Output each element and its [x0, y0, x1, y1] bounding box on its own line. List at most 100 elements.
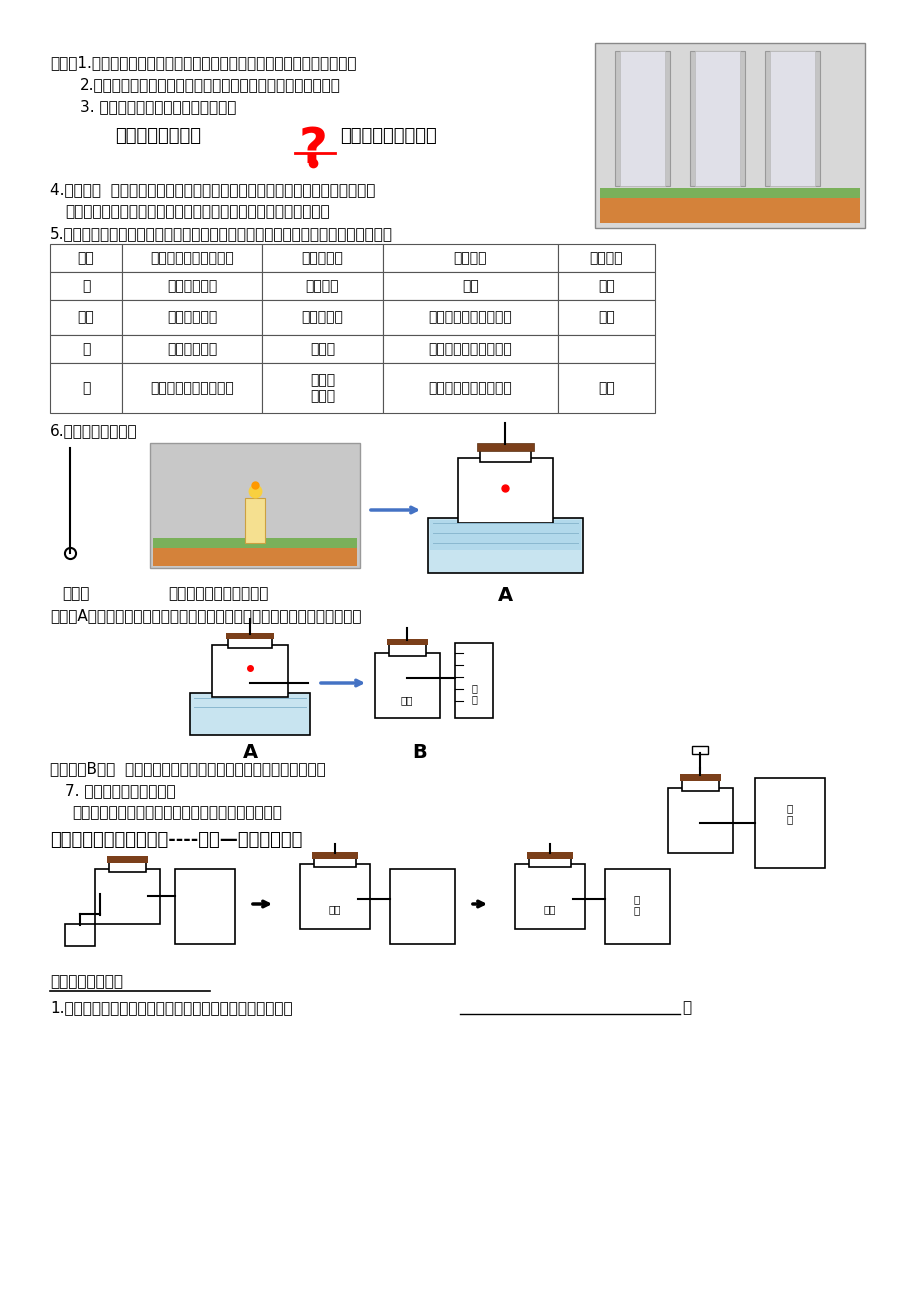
Bar: [50, 335, 122, 363]
Text: 3. 在氧气被耗尽和密封性好的情况下: 3. 在氧气被耗尽和密封性好的情况下: [80, 99, 236, 115]
Bar: [122, 243, 262, 272]
Bar: [122, 335, 262, 363]
Text: 利用水来反映消耗了氧气: 利用水来反映消耗了氧气: [168, 586, 268, 602]
Text: 5.问：若要定量测量空气中氧气的含量你会选哪一种来代替蜡烛？请说说你的理由。: 5.问：若要定量测量空气中氧气的含量你会选哪一种来代替蜡烛？请说说你的理由。: [50, 227, 392, 241]
Bar: [153, 548, 357, 566]
Bar: [382, 363, 558, 413]
Bar: [262, 243, 382, 272]
Bar: [228, 637, 272, 648]
Text: 能与氧气、氮气等反应: 能与氧气、氮气等反应: [150, 381, 233, 395]
Bar: [50, 243, 122, 272]
Text: 二、学生实验步骤：点燃----塞紧—适时打开水夹: 二、学生实验步骤：点燃----塞紧—适时打开水夹: [50, 831, 302, 849]
Bar: [382, 299, 558, 335]
Bar: [50, 299, 122, 335]
Bar: [300, 865, 369, 930]
Text: 镁: 镁: [82, 381, 90, 395]
Text: 用如图A实验装置来定量测定空气氧气的含量，你觉得可行吗？请说明理由。: 用如图A实验装置来定量测定空气氧气的含量，你觉得可行吗？请说明理由。: [50, 608, 361, 622]
Text: 固体（几乎不占体积）: 固体（几乎不占体积）: [428, 342, 512, 355]
Bar: [313, 855, 356, 867]
Bar: [427, 518, 583, 573]
Bar: [390, 868, 455, 944]
Text: 。: 。: [681, 1000, 690, 1016]
Text: 在空气中反应（燃烧）: 在空气中反应（燃烧）: [150, 251, 233, 266]
Bar: [262, 363, 382, 413]
Bar: [756, 780, 823, 820]
Bar: [375, 654, 439, 717]
Bar: [107, 855, 148, 863]
Bar: [262, 335, 382, 363]
Bar: [515, 865, 584, 930]
Text: 红
磷: 红 磷: [633, 894, 640, 915]
Text: 压入瓶中水的体积: 压入瓶中水的体积: [115, 128, 200, 145]
Bar: [122, 363, 262, 413]
Bar: [175, 868, 234, 944]
Text: 7. 止水夹的作用是什么？: 7. 止水夹的作用是什么？: [65, 783, 176, 798]
Bar: [244, 497, 265, 543]
Bar: [558, 335, 654, 363]
Text: 固体（几乎不占体积）: 固体（几乎不占体积）: [428, 310, 512, 324]
Bar: [153, 538, 357, 556]
Bar: [211, 644, 288, 697]
Text: 较快: 较快: [597, 310, 614, 324]
Text: 燃烧匙: 燃烧匙: [62, 586, 89, 602]
Bar: [389, 643, 425, 656]
Text: 燃烧的产物: 燃烧的产物: [301, 251, 343, 266]
Bar: [312, 852, 357, 859]
Text: 6.实验装置的改进：: 6.实验装置的改进：: [50, 423, 138, 437]
Bar: [382, 335, 558, 363]
Text: A: A: [243, 743, 257, 762]
Text: 红磷: 红磷: [328, 904, 341, 914]
Bar: [226, 633, 274, 639]
Bar: [50, 363, 122, 413]
Bar: [262, 272, 382, 299]
Bar: [65, 924, 95, 947]
Bar: [599, 187, 859, 208]
Text: 4.能否利用  蜡烛在瓶中燃烧实验来定量测定空气中氧气的含量？请说明理由。: 4.能否利用 蜡烛在瓶中燃烧实验来定量测定空气中氧气的含量？请说明理由。: [50, 182, 375, 197]
Bar: [694, 51, 739, 186]
Bar: [691, 746, 708, 754]
Bar: [558, 243, 654, 272]
Text: 较快: 较快: [597, 279, 614, 293]
Text: 物质: 物质: [77, 251, 95, 266]
Text: 蜡烛燃烧会产生二氧化碳气体，无法准确测量空气中氧气的体积。: 蜡烛燃烧会产生二氧化碳气体，无法准确测量空气中氧气的体积。: [65, 204, 329, 219]
Bar: [558, 272, 654, 299]
Bar: [681, 779, 719, 792]
Text: 五氧化二磷: 五氧化二磷: [301, 310, 343, 324]
Text: 只与氧气反应: 只与氧气反应: [166, 342, 217, 355]
Bar: [605, 868, 669, 944]
Text: A: A: [497, 586, 512, 605]
Text: 红
水: 红 水: [471, 684, 476, 704]
Text: 学生观察和记录：: 学生观察和记录：: [50, 974, 123, 990]
Bar: [455, 643, 493, 717]
Text: 红
磷: 红 磷: [786, 803, 792, 824]
Text: 红磷: 红磷: [77, 310, 95, 324]
Text: 产物状态: 产物状态: [453, 251, 487, 266]
Bar: [122, 272, 262, 299]
Text: B: B: [413, 743, 427, 762]
Bar: [689, 51, 744, 186]
Text: 反应时间: 反应时间: [589, 251, 622, 266]
Bar: [382, 243, 558, 272]
Text: 红磷: 红磷: [543, 904, 556, 914]
Bar: [558, 363, 654, 413]
Bar: [387, 639, 427, 644]
Bar: [176, 871, 233, 901]
Bar: [95, 868, 160, 924]
Bar: [429, 519, 581, 549]
Bar: [458, 458, 552, 523]
Text: ?: ?: [298, 125, 327, 173]
Bar: [599, 198, 859, 223]
Bar: [679, 773, 720, 781]
Text: 气体: 气体: [461, 279, 479, 293]
Text: 汞: 汞: [82, 342, 90, 355]
Bar: [122, 299, 262, 335]
Bar: [754, 779, 824, 868]
Bar: [667, 788, 732, 853]
Bar: [595, 43, 864, 228]
Bar: [108, 861, 146, 872]
Text: 只与氧气反应: 只与氧气反应: [166, 310, 217, 324]
Text: 氧化镁
氮化镁: 氧化镁 氮化镁: [310, 372, 335, 404]
Bar: [528, 855, 571, 867]
Bar: [391, 871, 452, 906]
Bar: [476, 443, 533, 450]
